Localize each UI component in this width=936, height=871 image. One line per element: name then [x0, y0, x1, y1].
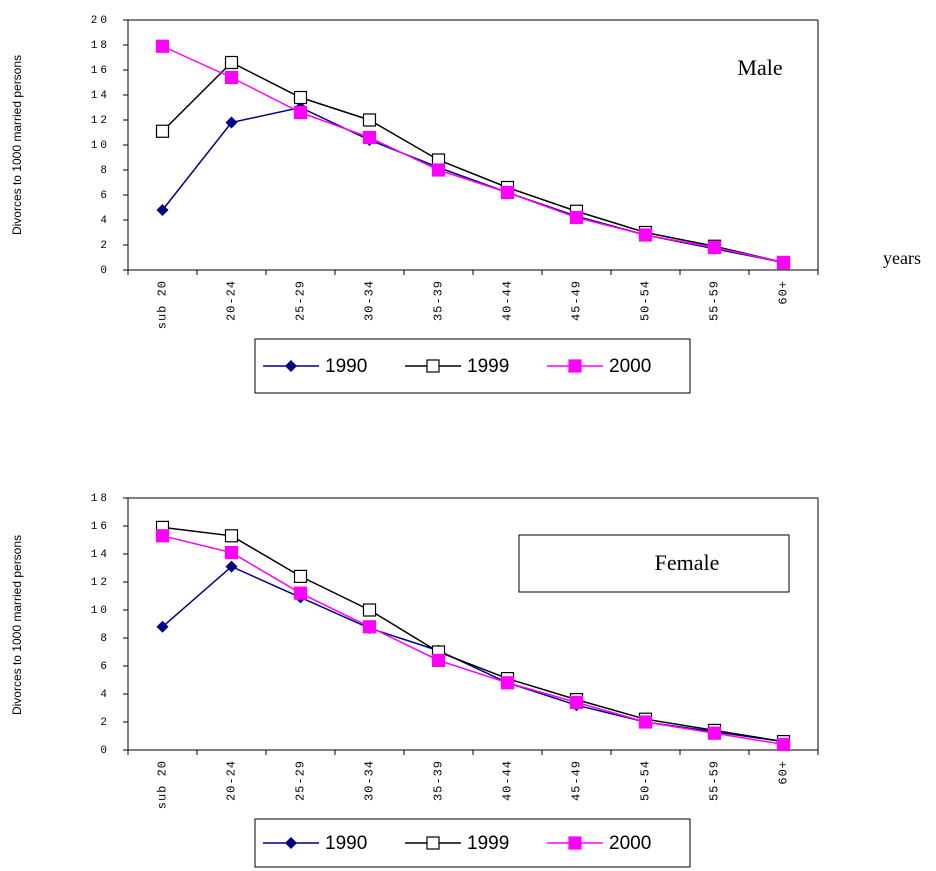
x-tick-label: 20-24	[225, 280, 239, 321]
marker	[431, 163, 446, 177]
x-tick-label: 20-24	[225, 760, 239, 801]
marker	[707, 240, 722, 255]
y-tick-label: 14	[91, 549, 110, 561]
y-tick-label: 6	[100, 661, 110, 673]
x-tick-label: 40-44	[501, 760, 515, 801]
y-tick-label: 14	[91, 90, 110, 102]
marker	[155, 529, 170, 543]
marker	[156, 204, 169, 216]
y-tick-label: 20	[91, 15, 110, 27]
y-tick-label: 16	[91, 65, 110, 77]
x-tick-label: 50-54	[639, 280, 653, 321]
x-tick-label: 25-29	[294, 760, 308, 801]
y-tick-label: 6	[100, 190, 110, 202]
x-tick-label: 45-49	[570, 280, 584, 321]
x-tick-label: 50-54	[639, 760, 653, 801]
y-tick-label: 12	[91, 577, 110, 589]
legend-box	[254, 818, 691, 868]
legend-marker	[568, 836, 582, 850]
marker	[224, 55, 239, 70]
legend-marker	[426, 359, 440, 373]
x-tick-label: 25-29	[294, 280, 308, 321]
marker	[569, 210, 584, 225]
marker	[638, 715, 653, 729]
y-tick-label: 8	[100, 165, 110, 177]
x-tick-label: 30-34	[363, 280, 377, 321]
series-line	[161, 61, 784, 264]
marker	[155, 124, 170, 138]
marker	[224, 545, 239, 560]
marker	[293, 105, 308, 120]
marker	[224, 70, 239, 85]
marker	[569, 695, 584, 710]
legend-label: 2000	[609, 833, 651, 854]
marker	[500, 676, 515, 690]
legend-label: 1999	[467, 833, 509, 854]
marker	[707, 726, 722, 740]
y-tick-label: 18	[91, 493, 110, 505]
series-line	[162, 535, 784, 746]
y-tick-label: 18	[91, 40, 110, 52]
series-line	[162, 526, 784, 743]
legend-label: 1990	[325, 356, 367, 377]
series-line	[161, 106, 784, 264]
legend-marker	[568, 359, 582, 373]
y-tick-label: 16	[91, 521, 110, 533]
series-line	[162, 45, 784, 264]
x-tick-label: 40-44	[501, 280, 515, 321]
legend-label: 2000	[609, 356, 651, 377]
legend-marker	[285, 360, 297, 372]
marker	[362, 603, 377, 617]
marker	[155, 39, 170, 53]
x-tick-label: 55-59	[708, 760, 722, 801]
annotation-box	[518, 534, 790, 593]
marker	[293, 90, 308, 105]
marker	[224, 529, 239, 543]
y-axis-label: Divorces to 1000 married persons	[10, 535, 24, 715]
y-tick-label: 2	[100, 240, 110, 252]
y-tick-label: 0	[100, 745, 110, 757]
marker	[293, 569, 308, 584]
x-tick-label: 55-59	[708, 280, 722, 321]
x-tick-label: 30-34	[363, 760, 377, 801]
y-tick-label: 10	[91, 140, 110, 152]
marker	[500, 185, 515, 200]
x-tick-label: 60+	[777, 280, 791, 305]
marker	[362, 620, 377, 634]
y-tick-label: 4	[100, 689, 110, 701]
marker	[776, 255, 791, 270]
y-tick-label: 12	[91, 115, 110, 127]
y-tick-label: 8	[100, 633, 110, 645]
marker	[362, 130, 377, 145]
x-tick-label: 35-39	[432, 760, 446, 801]
y-tick-label: 0	[100, 265, 110, 277]
y-tick-label: 4	[100, 215, 110, 227]
x-tick-label: 45-49	[570, 760, 584, 801]
legend-box	[254, 338, 691, 394]
marker	[431, 653, 446, 668]
annotation: Female	[655, 550, 720, 575]
legend-label: 1999	[467, 356, 509, 377]
series-line	[162, 565, 784, 743]
marker	[362, 113, 377, 127]
y-tick-label: 2	[100, 717, 110, 729]
legend-marker	[285, 837, 297, 849]
legend-label: 1990	[325, 833, 367, 854]
x-axis-label: years	[883, 248, 921, 268]
marker	[225, 116, 238, 129]
annotation: Male	[737, 55, 782, 80]
y-tick-label: 10	[91, 605, 110, 617]
marker	[225, 560, 238, 573]
y-axis-label: Divorces to 1000 married persons	[10, 55, 24, 235]
x-tick-label: sub 20	[156, 760, 170, 809]
legend-marker	[426, 836, 440, 850]
marker	[293, 586, 308, 600]
x-tick-label: 60+	[777, 760, 791, 785]
marker	[776, 737, 791, 752]
x-tick-label: sub 20	[156, 280, 170, 329]
x-tick-label: 35-39	[432, 280, 446, 321]
marker	[638, 228, 653, 242]
marker	[156, 620, 169, 633]
